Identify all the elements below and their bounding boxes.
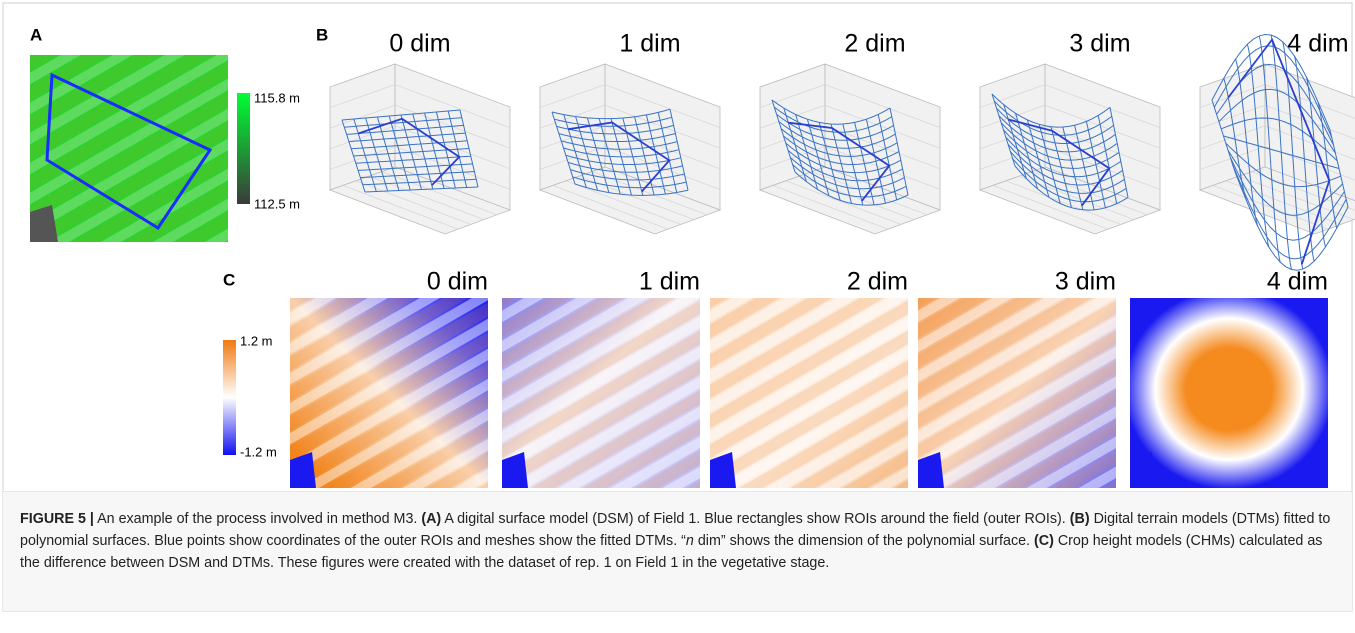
panel-label: B [316,25,328,44]
plot-title: 4 dim [1267,268,1328,296]
caption-text: An example of the process involved in me… [94,511,421,527]
panel-ref: (C) [1034,533,1054,549]
caption-text: A digital surface model (DSM) of Field 1… [441,511,1070,527]
caption: FIGURE 5 | An example of the process inv… [20,508,1338,574]
colorbar-label: 1.2 m [240,333,273,348]
colorbar [237,93,250,204]
panel-label: C [223,270,235,289]
panel-ref: (A) [421,511,441,527]
colorbar [223,340,236,455]
figure-label: FIGURE 5 | [20,511,94,527]
plot-title: 0 dim [427,268,488,296]
chm-texture [502,298,700,488]
plot-title: 2 dim [844,30,905,58]
chm-texture [710,298,908,488]
colorbar-label: 112.5 m [254,196,300,211]
plot-title: 3 dim [1055,268,1116,296]
caption-text: dim” shows the dimension of the polynomi… [694,533,1034,549]
plot-title: 1 dim [619,30,680,58]
plot-title: 0 dim [389,30,450,58]
plot-title: 2 dim [847,268,908,296]
plot-title: 1 dim [639,268,700,296]
panel-label: A [30,25,42,44]
panel-ref: (B) [1070,511,1090,527]
chm-texture [290,298,488,488]
chm-image [1130,298,1328,488]
caption-italic: n [686,533,694,549]
colorbar-label: 115.8 m [254,90,300,105]
chm-texture [918,298,1116,488]
dsm-texture [30,55,228,242]
plot-title: 4 dim [1287,30,1348,58]
colorbar-label: -1.2 m [240,444,277,459]
plot-title: 3 dim [1069,30,1130,58]
page: A 115.8 m 112.5 m B C 1.2 m -1.2 m 0 dim… [0,0,1355,633]
